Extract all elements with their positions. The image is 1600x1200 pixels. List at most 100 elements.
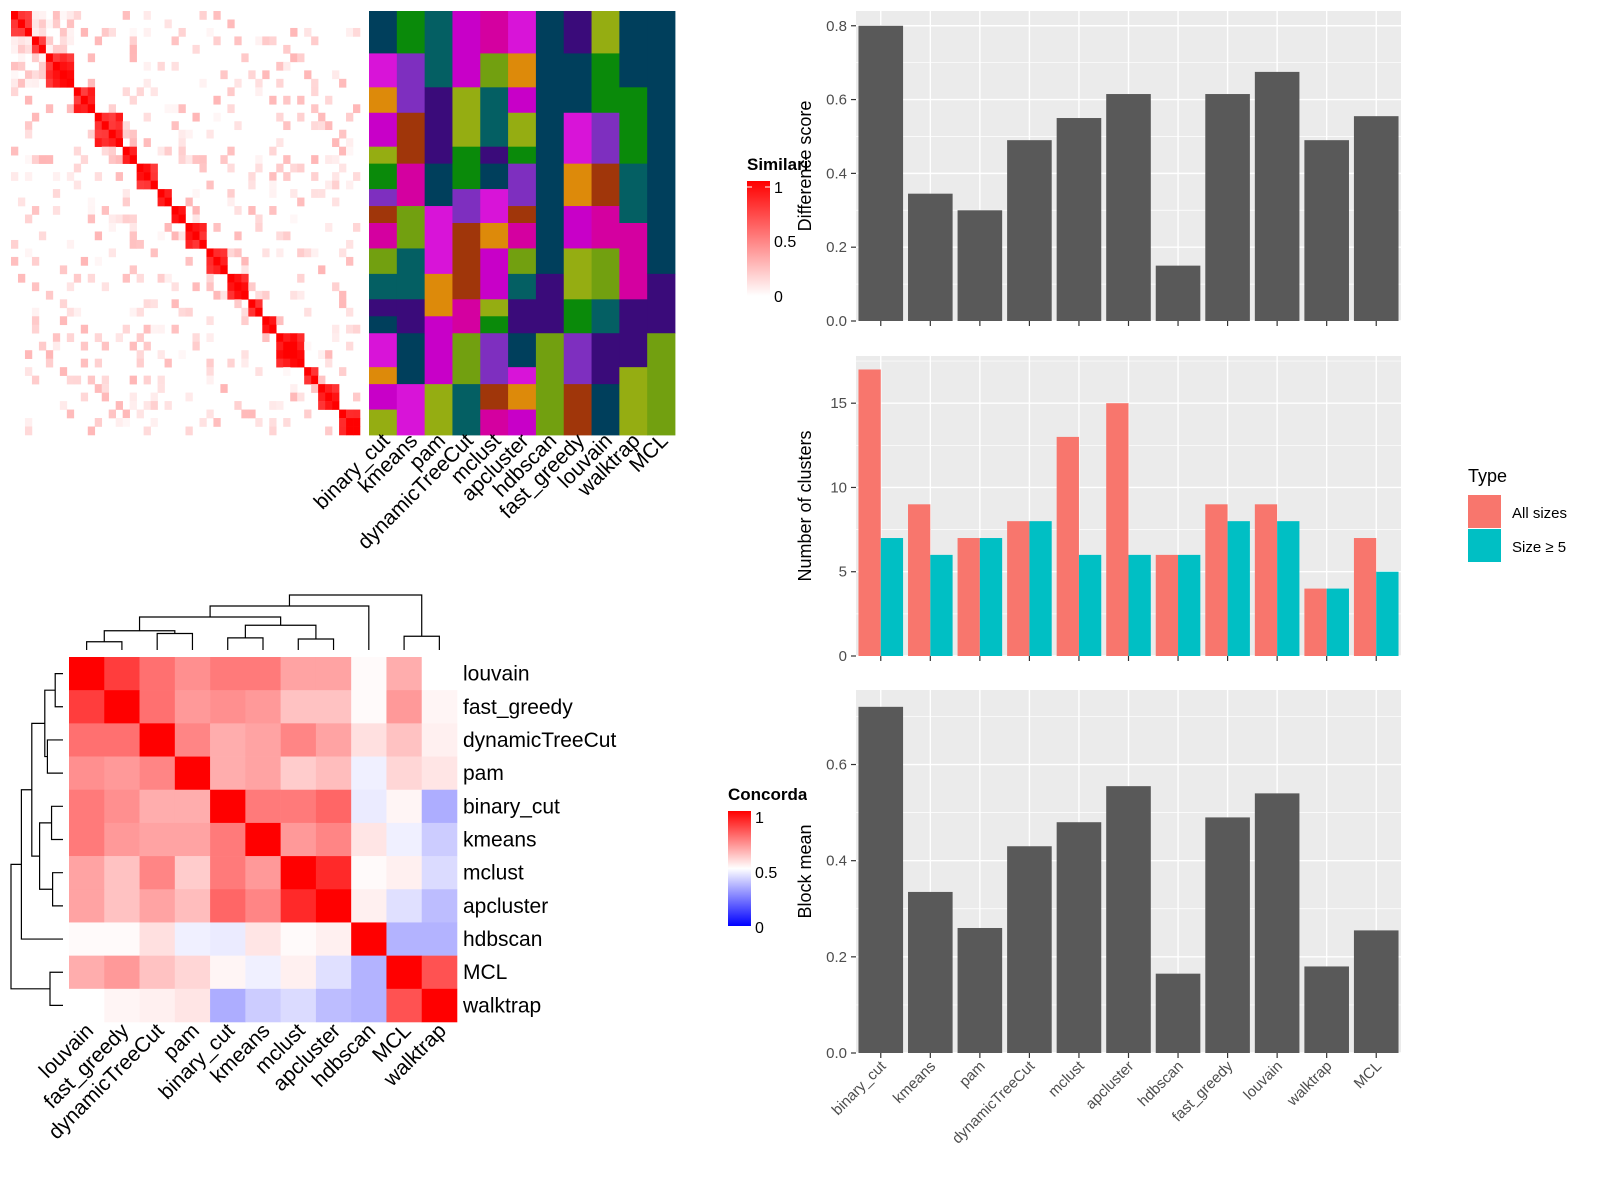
concordance-cell	[421, 955, 458, 990]
similarity-cell	[353, 418, 361, 427]
similarity-cell	[227, 104, 235, 114]
similarity-cell	[304, 367, 312, 376]
assignment-cell	[508, 146, 537, 165]
assignment-cell	[508, 87, 537, 114]
y-tick-label: 0.6	[826, 92, 847, 109]
similarity-cell	[304, 375, 312, 385]
similarity-cell	[353, 223, 361, 232]
concordance-cell	[245, 789, 281, 824]
similarity-cell	[122, 324, 130, 334]
similarity-cell	[241, 290, 249, 300]
similarity-cell	[157, 384, 165, 393]
assignment-cell	[508, 299, 537, 334]
similarity-cell	[269, 401, 277, 410]
similarity-cell	[122, 146, 130, 156]
similarity-cell	[94, 172, 103, 181]
similarity-cell	[66, 27, 75, 37]
similarity-cell	[73, 273, 82, 283]
similarity-cell	[199, 11, 207, 20]
similarity-cell	[38, 44, 47, 54]
similarity-cell	[192, 341, 200, 351]
similarity-cell	[178, 104, 186, 114]
similarity-cell	[115, 401, 123, 410]
y-tick-label: 0.0	[826, 313, 847, 330]
similarity-cell	[157, 231, 165, 241]
similarity-cell	[45, 78, 54, 88]
concordance-cell	[69, 822, 105, 857]
similarity-cell	[115, 333, 123, 343]
similarity-cell	[129, 223, 137, 232]
dendrogram-branch	[39, 822, 53, 890]
similarity-cell	[108, 27, 116, 37]
similarity-cell	[87, 87, 96, 97]
assignment-cell	[508, 367, 537, 385]
similarity-cell	[325, 180, 333, 190]
similarity-cell	[213, 223, 221, 232]
similarity-cell	[143, 299, 151, 309]
bar	[1029, 521, 1052, 656]
similarity-cell	[80, 155, 89, 164]
similarity-cell	[346, 180, 354, 190]
similarity-cell	[101, 375, 110, 385]
assignment-cell	[396, 206, 426, 249]
similarity-cell	[17, 273, 26, 283]
concordance-cell	[174, 889, 211, 923]
concordance-cell	[280, 690, 317, 724]
similarity-cell	[192, 282, 200, 292]
similarity-cell	[255, 418, 263, 427]
assignment-cell	[396, 163, 426, 207]
bar	[1056, 436, 1079, 656]
assignment-cell	[480, 333, 509, 385]
similarity-cell	[73, 146, 82, 156]
concordance-cell	[210, 756, 246, 791]
difference-score-chart: 0.0 0.2 0.4 0.6 0.8 Difference score	[795, 11, 1401, 330]
concordance-row-label: hdbscan	[463, 928, 542, 951]
similarity-cell	[318, 384, 326, 393]
similarity-cell	[290, 350, 298, 359]
similarity-cell	[311, 248, 319, 258]
assignment-cell	[424, 273, 453, 317]
similarity-cell	[52, 19, 61, 29]
similarity-cell	[24, 172, 33, 181]
similarity-cell	[339, 367, 347, 376]
similarity-cell	[220, 248, 228, 258]
similarity-cell	[52, 341, 61, 351]
similarity-cell	[31, 316, 40, 326]
similarity-cell	[346, 256, 354, 266]
concordance-cell	[421, 690, 458, 724]
similarity-cell	[66, 239, 75, 249]
similarity-cell	[178, 129, 186, 139]
similarity-cell	[94, 256, 103, 266]
concordance-row-labels: louvain fast_greedy dynamicTreeCut pam binar…	[462, 663, 616, 1018]
bar	[1106, 94, 1151, 322]
similarity-cell	[346, 409, 354, 419]
concordance-cell	[245, 822, 281, 857]
concordance-cell	[315, 922, 352, 956]
similarity-cell	[108, 121, 116, 131]
bar	[1007, 521, 1030, 656]
assignment-cell	[591, 384, 620, 436]
similarity-cell	[66, 78, 75, 88]
similarity-cell	[17, 61, 26, 71]
y-axis-title: Block mean	[795, 824, 815, 918]
concordance-row-label: fast_greedy	[463, 696, 573, 719]
similarity-cell	[171, 299, 179, 309]
similarity-cell	[129, 375, 137, 385]
similarity-cell	[94, 138, 103, 147]
similarity-cell	[353, 426, 361, 436]
concordance-cell	[69, 988, 105, 1023]
concordance-cell	[386, 889, 423, 923]
similarity-cell	[262, 248, 270, 258]
concordance-cell	[210, 723, 246, 757]
concordance-cell	[315, 988, 352, 1023]
similarity-cell	[87, 104, 96, 114]
similarity-cell	[241, 273, 249, 283]
similarity-cell	[206, 129, 214, 139]
concordance-cell	[351, 657, 387, 691]
similarity-cell	[234, 36, 242, 46]
concordance-cell	[69, 955, 105, 990]
similarity-cell	[143, 180, 151, 190]
similarity-cell	[220, 265, 228, 275]
similarity-cell	[318, 112, 326, 122]
similarity-cell	[234, 248, 242, 258]
